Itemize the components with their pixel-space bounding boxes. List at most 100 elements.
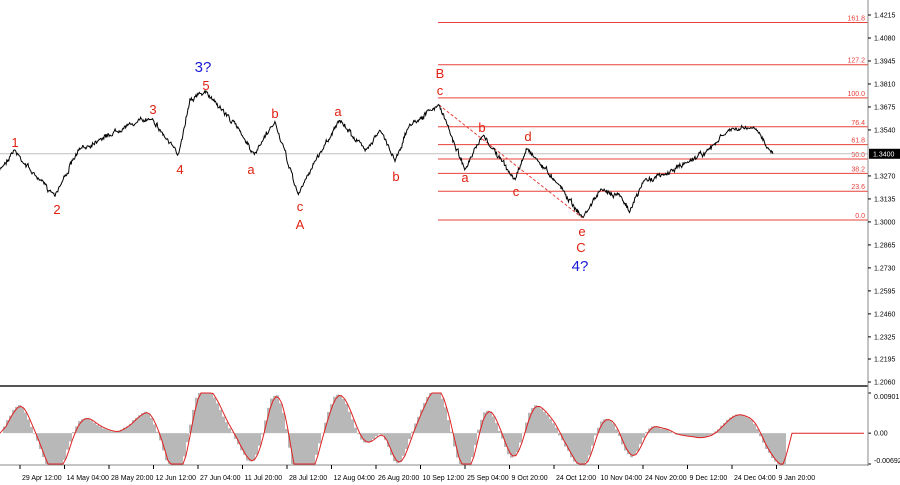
price-tick-label: 1.4215 <box>874 13 896 20</box>
oscillator-bar <box>441 398 444 434</box>
oscillator-bar <box>357 433 360 435</box>
oscillator-bar <box>693 433 696 438</box>
oscillator-tick-label: 0.00901 <box>874 394 899 401</box>
oscillator-bar <box>165 433 168 461</box>
oscillator-bar <box>699 433 702 438</box>
wave-label: 4 <box>176 162 183 177</box>
oscillator-bar <box>510 433 513 458</box>
oscillator-bar <box>96 425 99 434</box>
price-axis[interactable]: 1.4215 1.4080 1.3945 1.3810 1.3675 1.3540 1.32… <box>868 13 896 387</box>
oscillator-bar <box>567 433 570 451</box>
wave-label: 4? <box>572 258 589 275</box>
oscillator-bar <box>516 433 519 453</box>
fib-level-label: 127.2 <box>847 58 865 65</box>
oscillator-bar <box>729 417 732 434</box>
oscillator-bar <box>225 422 228 434</box>
wave-label: b <box>392 169 399 184</box>
time-tick-label: 14 May 04:00 <box>67 475 110 482</box>
oscillator-bar <box>9 415 12 434</box>
oscillator-bar <box>777 433 780 464</box>
oscillator-bar <box>657 427 660 434</box>
wave-label: c <box>297 199 304 214</box>
oscillator-bar <box>711 433 714 435</box>
oscillator-bar <box>513 433 516 457</box>
oscillator-bar <box>294 433 297 464</box>
oscillator-bar <box>576 433 579 464</box>
oscillator-bar <box>327 411 330 434</box>
oscillator-bar <box>564 433 567 447</box>
time-tick-label: 9 Dec 12:00 <box>690 475 728 482</box>
oscillator-bar <box>351 419 354 434</box>
oscillator-bar <box>447 420 450 434</box>
time-tick-label: 24 Nov 20:00 <box>645 475 687 482</box>
oscillator-bar <box>426 397 429 434</box>
oscillator-bar <box>435 393 438 434</box>
oscillator-bar <box>462 433 465 464</box>
time-tick-label: 9 Jan 20:00 <box>779 475 816 482</box>
oscillator-bar <box>63 433 66 460</box>
oscillator-bar <box>243 433 246 455</box>
oscillator-bar <box>768 433 771 453</box>
oscillator-bar <box>684 433 687 437</box>
oscillator-bar <box>297 433 300 464</box>
oscillator-bar <box>741 415 744 434</box>
oscillator-bar <box>87 418 90 434</box>
oscillator-bar <box>540 408 543 434</box>
oscillator-bar <box>477 429 480 434</box>
wave-label: 2 <box>53 202 60 217</box>
oscillator-bar <box>189 424 192 434</box>
oscillator-bar <box>252 433 255 461</box>
oscillator-bar <box>582 433 585 464</box>
oscillator-bar <box>399 433 402 463</box>
oscillator-bar <box>471 433 474 458</box>
oscillator-bar <box>342 398 345 434</box>
oscillator-bar <box>696 433 699 439</box>
oscillator-bar <box>639 433 642 445</box>
time-tick-label: 9 Oct 20:00 <box>512 475 548 482</box>
oscillator-bar <box>636 433 639 452</box>
time-axis[interactable]: 29 Apr 12:00 14 May 04:00 28 May 20:00 12 J… <box>19 465 816 482</box>
oscillator-bar <box>681 433 684 436</box>
oscillator-bar <box>354 427 357 434</box>
oscillator-bar <box>33 433 36 434</box>
oscillator-bar <box>258 433 261 446</box>
oscillator-bar <box>66 433 69 450</box>
oscillator-bar <box>129 423 132 434</box>
oscillator-bar <box>408 433 411 439</box>
oscillator-bar <box>756 428 759 434</box>
oscillator-bar <box>771 433 774 459</box>
fib-level-label: 50.0 <box>851 152 865 159</box>
oscillator-bar <box>249 433 252 462</box>
oscillator-bar <box>489 411 492 434</box>
oscillator-bar <box>507 433 510 455</box>
oscillator-bar <box>135 417 138 434</box>
current-price-value: 1.3400 <box>873 151 895 158</box>
price-tick-label: 1.3945 <box>874 58 896 65</box>
oscillator-bar <box>603 419 606 434</box>
oscillator-bar <box>333 396 336 434</box>
time-tick-label: 24 Dec 04:00 <box>734 475 776 482</box>
oscillator-bar <box>318 433 321 444</box>
oscillator-bar <box>669 431 672 434</box>
time-tick-label: 12 Jun 12:00 <box>156 475 197 482</box>
oscillator-bar <box>378 433 381 435</box>
oscillator-bar <box>666 429 669 434</box>
oscillator-bar <box>69 433 72 442</box>
time-tick-label: 28 May 20:00 <box>111 475 154 482</box>
wave-label: c <box>437 83 444 98</box>
oscillator-bar <box>627 433 630 455</box>
oscillator-bar <box>591 433 594 446</box>
oscillator-bar <box>375 433 378 437</box>
time-tick-label: 29 Apr 12:00 <box>22 475 62 482</box>
wave-label: c <box>513 184 520 199</box>
oscillator-bar <box>468 433 471 464</box>
fib-level-label: 100.0 <box>847 91 865 98</box>
time-tick-label: 26 Aug 20:00 <box>378 475 419 482</box>
oscillator-bar <box>84 418 87 434</box>
oscillator-bar <box>39 433 42 450</box>
oscillator-bar <box>120 429 123 434</box>
oscillator-bar <box>411 431 414 434</box>
oscillator-bar <box>216 403 219 434</box>
